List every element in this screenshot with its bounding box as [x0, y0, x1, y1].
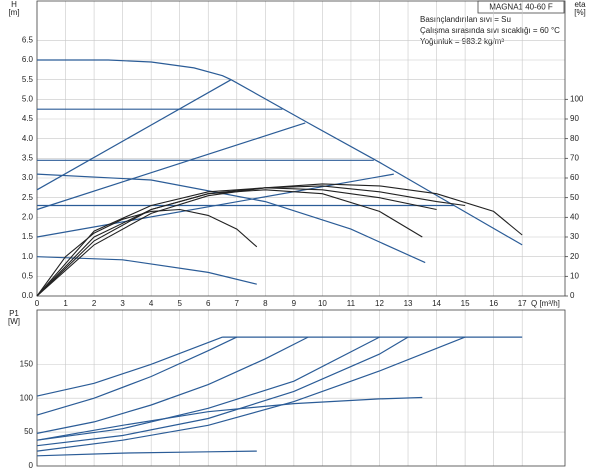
x-tick-label: 5: [177, 299, 182, 308]
curve: [36, 336, 466, 452]
y2-tick-label: 0: [570, 291, 575, 300]
x-tick-label: 6: [206, 299, 211, 308]
x-tick-label: 15: [461, 299, 470, 308]
y2-tick-label: 20: [570, 252, 579, 261]
y2-tick-label: 60: [570, 173, 579, 182]
x-tick-label: 11: [347, 299, 356, 308]
y-tick-label: 1.0: [22, 252, 34, 261]
x-tick-label: 16: [489, 299, 498, 308]
y2-unit: [%]: [574, 8, 586, 17]
y-tick-label: 2.0: [22, 212, 34, 221]
y-unit: [W]: [8, 317, 20, 326]
chart-title: MAGNA1 40-60 F: [489, 3, 553, 12]
y2-tick-label: 40: [570, 212, 579, 221]
x-tick-label: 1: [63, 299, 68, 308]
y-tick-label: 6.0: [22, 55, 34, 64]
x-tick-label: 17: [518, 299, 527, 308]
curve: [36, 122, 306, 211]
y-tick-label: 1.5: [22, 232, 34, 241]
y2-tick-label: 80: [570, 134, 579, 143]
y2-tick-label: 30: [570, 232, 579, 241]
curve: [36, 79, 232, 191]
curve: [37, 59, 523, 246]
curve: [36, 208, 258, 297]
x-tick-label: 12: [375, 299, 384, 308]
annotation: Yoğunluk = 983.2 kg/m³: [420, 37, 504, 46]
y2-tick-label: 100: [570, 94, 584, 103]
y2-label: eta: [574, 0, 586, 9]
y-tick-label: 150: [20, 359, 34, 368]
y-tick-label: 4.0: [22, 134, 34, 143]
curve: [36, 336, 223, 397]
y2-tick-label: 10: [570, 271, 579, 280]
y-tick-label: 0.5: [22, 271, 34, 280]
y-tick-label: 2.5: [22, 193, 34, 202]
x-tick-label: 0: [35, 299, 40, 308]
curve: [36, 173, 426, 264]
x-tick-label: 7: [235, 299, 240, 308]
curve: [36, 336, 380, 441]
y-tick-label: 0.0: [22, 291, 34, 300]
x-tick-label: 8: [263, 299, 268, 308]
x-tick-label: 2: [92, 299, 97, 308]
y-tick-label: 100: [20, 393, 34, 402]
x-tick-label: 4: [149, 299, 154, 308]
curve: [36, 396, 423, 441]
x-tick-label: 9: [292, 299, 297, 308]
x-label: Q [m³/h]: [531, 299, 560, 308]
y-tick-label: 0: [29, 461, 34, 470]
y-tick-label: 3.5: [22, 153, 34, 162]
x-tick-label: 14: [432, 299, 441, 308]
x-tick-label: 3: [120, 299, 125, 308]
curve: [36, 187, 437, 297]
curve: [36, 336, 409, 447]
curve: [36, 336, 309, 434]
curve: [36, 450, 257, 457]
y-tick-label: 4.5: [22, 114, 34, 123]
y-tick-label: 6.5: [22, 35, 34, 44]
y-tick-label: 3.0: [22, 173, 34, 182]
y2-tick-label: 50: [570, 193, 579, 202]
plot-frame: [36, 0, 566, 297]
y-tick-label: 50: [24, 427, 33, 436]
annotation: Basınçlandırılan sıvı = Su: [420, 15, 511, 24]
y2-tick-label: 70: [570, 153, 579, 162]
y-unit: [m]: [8, 8, 19, 17]
curve: [36, 256, 257, 285]
x-tick-label: 13: [404, 299, 413, 308]
y-tick-label: 5.0: [22, 94, 34, 103]
y2-tick-label: 90: [570, 114, 579, 123]
annotation: Çalışma sırasında sıvı sıcaklığı = 60 °C: [420, 26, 560, 35]
curve: [36, 336, 238, 416]
curve: [36, 183, 523, 297]
plot-frame: [36, 309, 566, 467]
y-tick-label: 5.5: [22, 75, 34, 84]
x-tick-label: 10: [318, 299, 327, 308]
y-label: P1: [9, 309, 19, 318]
y-label: H: [11, 0, 17, 9]
